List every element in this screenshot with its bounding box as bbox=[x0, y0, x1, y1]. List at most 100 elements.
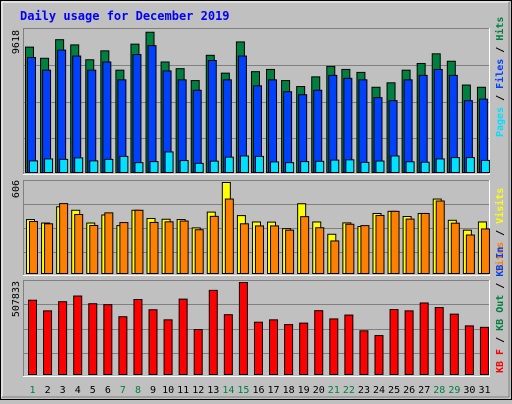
bar-pages bbox=[375, 160, 385, 173]
bar-kbytes bbox=[148, 309, 158, 376]
bar-pages bbox=[420, 161, 430, 173]
bar-kbytes bbox=[43, 310, 53, 376]
bar-sites bbox=[194, 229, 204, 274]
day-label: 27 bbox=[418, 385, 430, 396]
bar-kbytes bbox=[314, 310, 324, 375]
bar-files bbox=[237, 55, 247, 173]
bar-kbytes bbox=[389, 309, 399, 375]
legend-separator: / bbox=[495, 41, 506, 59]
bar-files bbox=[57, 49, 67, 174]
day-label: 6 bbox=[105, 385, 111, 396]
day-label: 7 bbox=[120, 385, 126, 396]
bar-kbytes bbox=[118, 316, 128, 376]
bar-pages bbox=[435, 158, 445, 173]
bar-pages bbox=[330, 159, 340, 173]
legend-entry-kb-in: KB In bbox=[495, 247, 506, 277]
bar-files bbox=[313, 89, 323, 173]
day-label: 24 bbox=[373, 385, 385, 396]
bar-kbytes bbox=[374, 335, 384, 375]
bar-sites bbox=[89, 224, 99, 275]
bar-sites bbox=[74, 214, 84, 274]
bar-pages bbox=[164, 151, 174, 174]
bar-sites bbox=[420, 212, 430, 274]
day-label: 15 bbox=[237, 385, 249, 396]
bar-pages bbox=[450, 157, 460, 174]
bar-files bbox=[192, 89, 202, 173]
bar-sites bbox=[390, 210, 400, 274]
day-label: 8 bbox=[135, 385, 141, 396]
bar-sites bbox=[134, 209, 144, 275]
bar-sites bbox=[360, 225, 370, 274]
bar-kbytes bbox=[359, 330, 369, 375]
day-label: 17 bbox=[268, 385, 280, 396]
bar-kbytes bbox=[344, 314, 354, 375]
legend-entry-kb-f: KB F bbox=[495, 349, 506, 373]
bar-kbytes bbox=[419, 302, 429, 376]
bar-kbytes bbox=[269, 319, 279, 375]
legend-entry-files: Files bbox=[494, 59, 506, 89]
bar-sites bbox=[59, 203, 69, 274]
day-label: 4 bbox=[75, 385, 81, 396]
day-label: 12 bbox=[192, 385, 204, 396]
chart-title: Daily usage for December 2019 bbox=[20, 9, 230, 23]
bar-pages bbox=[44, 158, 54, 173]
bar-files bbox=[42, 69, 52, 173]
bar-kbytes bbox=[253, 321, 263, 376]
bar-sites bbox=[164, 221, 174, 274]
bar-sites bbox=[149, 221, 159, 275]
day-label: 11 bbox=[177, 385, 189, 396]
bar-kbytes bbox=[284, 324, 294, 376]
bar-pages bbox=[59, 158, 69, 174]
bar-sites bbox=[104, 212, 114, 274]
day-label: 10 bbox=[162, 385, 174, 396]
bar-pages bbox=[149, 161, 159, 174]
legend-separator: / bbox=[495, 277, 506, 295]
bar-pages bbox=[345, 159, 355, 174]
bar-files bbox=[433, 68, 443, 173]
bar-sites bbox=[270, 225, 280, 274]
bar-pages bbox=[104, 158, 114, 174]
bar-sites bbox=[44, 223, 54, 275]
bar-pages bbox=[360, 161, 370, 173]
bar-kbytes bbox=[329, 318, 339, 376]
bar-pages bbox=[480, 159, 490, 173]
bar-kbytes bbox=[28, 299, 37, 375]
bar-kbytes bbox=[208, 289, 218, 375]
bar-sites bbox=[375, 214, 385, 274]
day-label: 26 bbox=[403, 385, 415, 396]
bar-kbytes bbox=[299, 322, 309, 375]
bar-pages bbox=[239, 155, 249, 173]
bar-kbytes bbox=[449, 313, 459, 375]
day-label: 16 bbox=[252, 385, 264, 396]
bar-files bbox=[102, 61, 112, 173]
day-label: 29 bbox=[448, 385, 460, 396]
bar-files bbox=[268, 79, 278, 173]
day-label: 28 bbox=[433, 385, 445, 396]
bar-sites bbox=[330, 240, 340, 274]
bar-sites bbox=[239, 223, 249, 275]
bar-kbytes bbox=[479, 326, 489, 375]
bar-files bbox=[87, 69, 97, 173]
bar-pages bbox=[315, 160, 325, 173]
bar-files bbox=[27, 57, 36, 173]
day-label: 19 bbox=[298, 385, 310, 396]
bar-files bbox=[283, 91, 293, 173]
bar-kbytes bbox=[404, 310, 414, 376]
day-label: 30 bbox=[463, 385, 475, 396]
bar-sites bbox=[315, 227, 325, 274]
bar-files bbox=[207, 60, 217, 174]
day-label: 18 bbox=[283, 385, 295, 396]
legend-entry-visits: Visits bbox=[494, 188, 506, 224]
bar-pages bbox=[119, 155, 129, 174]
bar-kbytes bbox=[88, 303, 98, 375]
legend-entry-sites: Sites bbox=[494, 242, 506, 272]
bar-kbytes bbox=[133, 299, 143, 376]
bar-files bbox=[358, 79, 368, 173]
bar-pages bbox=[390, 155, 400, 173]
bar-sites bbox=[300, 216, 310, 274]
bar-sites bbox=[119, 222, 129, 274]
day-label: 1 bbox=[30, 385, 36, 396]
legend-entry-hits: Hits bbox=[494, 17, 506, 41]
bar-pages bbox=[300, 161, 310, 174]
